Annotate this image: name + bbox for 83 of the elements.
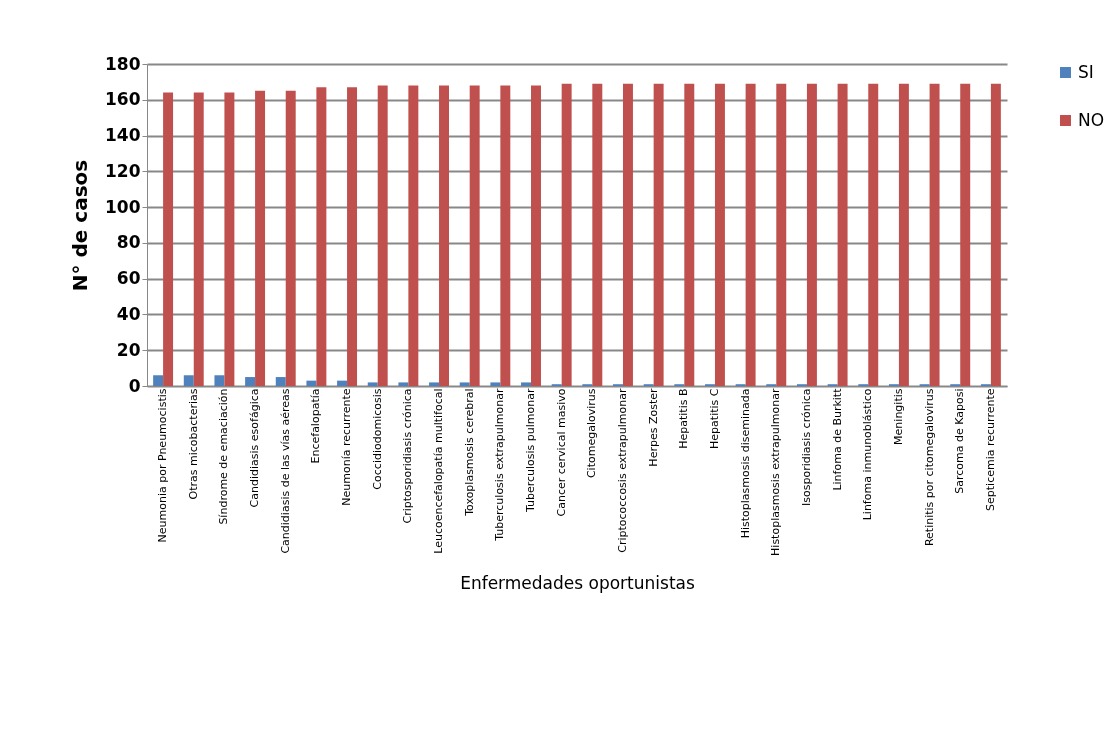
bar bbox=[306, 380, 317, 386]
bar bbox=[183, 375, 194, 386]
x-tick-label: Candidiasis de las vías aéreas bbox=[278, 388, 292, 554]
bar bbox=[316, 87, 327, 386]
x-axis-title: Enfermedades oportunistas bbox=[460, 572, 695, 593]
x-tick-label: Histoplasmosis diseminada bbox=[738, 388, 752, 539]
bar bbox=[653, 83, 664, 386]
y-tick-label: 80 bbox=[116, 232, 141, 253]
x-tick-label: Tuberculosis pulmonar bbox=[524, 388, 538, 514]
bar bbox=[929, 83, 940, 386]
y-tick-label: 0 bbox=[128, 375, 141, 396]
bar bbox=[837, 83, 848, 386]
x-tick-label: Citomegalovirus bbox=[585, 388, 599, 479]
x-tick-label: Hepatitis C bbox=[707, 388, 721, 449]
bar bbox=[622, 83, 633, 386]
legend-label: SI bbox=[1078, 61, 1094, 82]
x-tick-label: Hepatitis B bbox=[677, 388, 691, 449]
x-tick-label: Histoplasmosis extrapulmonar bbox=[769, 388, 783, 556]
x-tick-label: Otras micobacterias bbox=[186, 388, 200, 500]
bar bbox=[245, 377, 256, 386]
x-tick-label: Toxoplasmosis cerebral bbox=[462, 388, 476, 517]
bar bbox=[337, 380, 348, 386]
y-tick-label: 120 bbox=[105, 160, 141, 181]
x-tick-label: Síndrome de emaciación bbox=[217, 388, 231, 525]
bar bbox=[868, 83, 879, 386]
bar bbox=[714, 83, 725, 386]
y-tick-label: 60 bbox=[116, 268, 141, 289]
bar bbox=[214, 375, 225, 386]
bar bbox=[500, 85, 511, 386]
bar bbox=[429, 382, 440, 386]
bar bbox=[898, 83, 909, 386]
bar bbox=[592, 83, 603, 386]
bar bbox=[347, 87, 358, 386]
x-tick-label: Linfoma inmunoblástico bbox=[861, 388, 875, 521]
bar bbox=[521, 382, 532, 386]
bar bbox=[275, 377, 286, 386]
bar bbox=[224, 92, 235, 386]
bar bbox=[806, 83, 817, 386]
bar bbox=[153, 375, 164, 386]
y-tick-label: 140 bbox=[105, 125, 141, 146]
y-tick-label: 20 bbox=[116, 339, 141, 360]
x-tick-label: Encefalopatía bbox=[309, 388, 323, 464]
x-tick-label: Tuberculosis extrapulmonar bbox=[493, 388, 507, 542]
bar bbox=[255, 90, 266, 386]
y-tick-label: 160 bbox=[105, 89, 141, 110]
bar bbox=[561, 83, 572, 386]
x-tick-label: Sarcoma de Kaposi bbox=[953, 388, 967, 494]
y-axis-title: N° de casos bbox=[68, 159, 93, 292]
bar bbox=[990, 83, 1001, 386]
bar bbox=[469, 85, 480, 386]
bar bbox=[193, 92, 204, 386]
bar bbox=[367, 382, 378, 386]
x-tick-label: Candidiasis esofágica bbox=[248, 388, 262, 508]
legend-label: NO bbox=[1078, 109, 1105, 130]
x-tick-label: Criptosporidiasis crónica bbox=[401, 388, 415, 524]
x-tick-label: Septicemia recurrente bbox=[983, 388, 997, 511]
x-tick-label: Cancer cervical masivo bbox=[554, 388, 568, 517]
x-tick-label: Linfoma de Burkitt bbox=[830, 387, 844, 491]
x-tick-label: Herpes Zoster bbox=[646, 388, 660, 467]
x-tick-label: Coccidiodomicosis bbox=[370, 388, 384, 490]
bar bbox=[163, 92, 174, 386]
x-tick-label: Neumonía recurrente bbox=[340, 388, 354, 506]
y-tick-label: 180 bbox=[105, 53, 141, 74]
x-tick-label: Retinitis por citomegalovirus bbox=[922, 388, 936, 547]
bar bbox=[439, 85, 449, 386]
bar bbox=[531, 85, 541, 386]
bar bbox=[745, 83, 756, 386]
bar bbox=[459, 382, 470, 386]
x-tick-label: Leucoencefalopatía multifocal bbox=[432, 388, 446, 554]
bar bbox=[776, 83, 787, 386]
x-tick-label: Isosporidiasis crónica bbox=[799, 388, 813, 506]
bar bbox=[377, 85, 388, 386]
bar bbox=[684, 83, 695, 386]
bar bbox=[398, 382, 409, 386]
bar bbox=[960, 83, 971, 386]
bar bbox=[408, 85, 419, 386]
x-tick-label: Meningitis bbox=[891, 388, 905, 445]
x-tick-label: Criptococcosis extrapulmonar bbox=[615, 388, 629, 553]
y-tick-label: 40 bbox=[116, 303, 141, 324]
bar bbox=[490, 382, 501, 386]
x-tick-label: Neumonia por Pneumocistis bbox=[156, 388, 170, 543]
bar bbox=[285, 90, 296, 386]
y-tick-label: 100 bbox=[105, 196, 141, 217]
